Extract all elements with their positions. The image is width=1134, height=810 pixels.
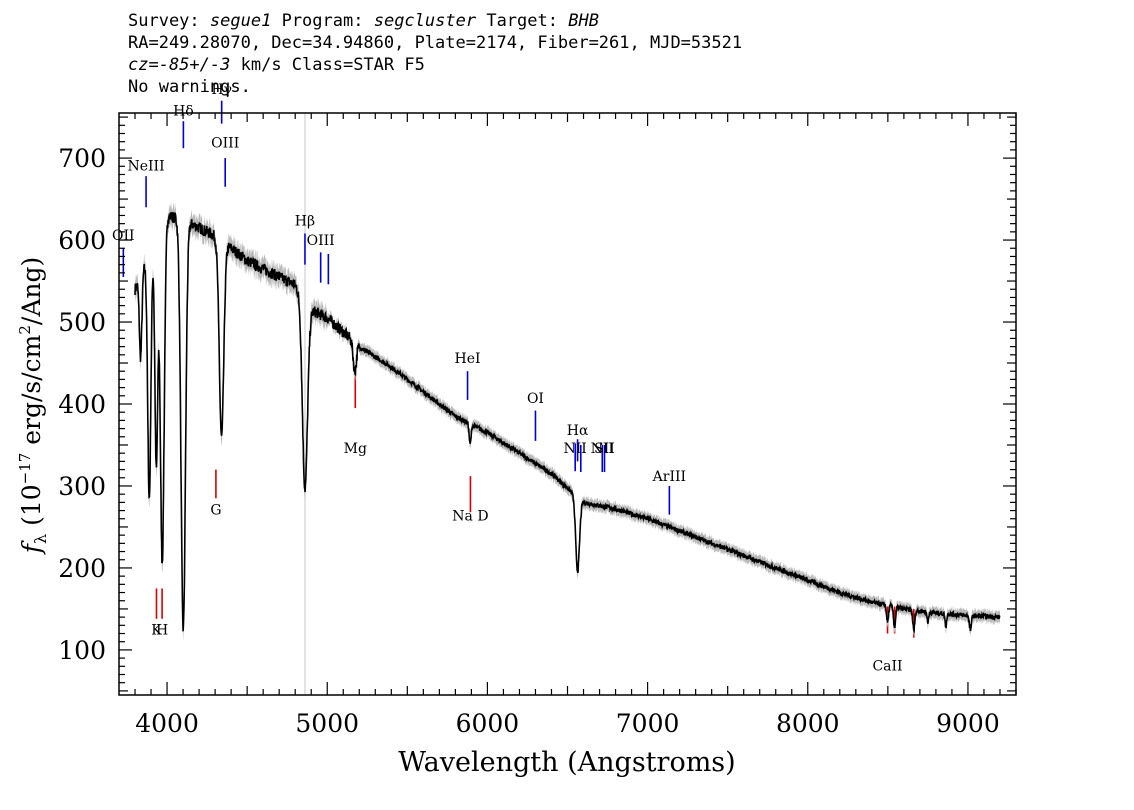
emission-line-label: SII (594, 441, 615, 457)
survey-value: segue1 (209, 11, 272, 31)
header-line-1: Survey: segue1 Program: segcluster Targe… (128, 11, 599, 31)
x-tick-label: 8000 (776, 709, 840, 738)
y-tick-label: 400 (58, 390, 106, 419)
x-tick-label: 5000 (295, 709, 359, 738)
emission-line-label: OIII (211, 135, 239, 151)
emission-line-label: Hδ (173, 103, 194, 119)
emission-line-label: OII (112, 228, 135, 244)
header-line-2: RA=249.28070, Dec=34.94860, Plate=2174, … (128, 33, 743, 53)
y-tick-label: 200 (58, 554, 106, 583)
x-axis-label: Wavelength (Angstroms) (398, 747, 735, 778)
spectrum-layer (134, 202, 1001, 642)
spectrum-header: Survey: segue1 Program: segcluster Targe… (128, 10, 742, 98)
target-value: BHB (568, 11, 599, 31)
emission-line-label: Hγ (211, 82, 232, 98)
spectrum-line (134, 212, 1001, 634)
emission-line-label: Hα (567, 423, 589, 439)
x-tick-label: 6000 (456, 709, 520, 738)
y-tick-label: 700 (58, 144, 106, 173)
emission-line-label: OI (527, 391, 544, 407)
emission-line-label: NII (564, 441, 587, 457)
emission-line-label: Hβ (295, 213, 315, 229)
absorption-line-label: K (151, 622, 162, 638)
x-tick-label: 4000 (135, 709, 199, 738)
y-tick-label: 500 (58, 308, 106, 337)
tick-layer: 4000 5000 6000 7000 8000 9000 100 200 300 400 500 6… (58, 113, 1017, 738)
absorption-line-label: Mg (344, 441, 367, 457)
program-value: segcluster (373, 11, 477, 31)
header-line-4: No warnings. (128, 77, 251, 97)
y-tick-label: 600 (58, 226, 106, 255)
emission-line-label: OIII (307, 233, 335, 249)
emission-line-label: NeIII (127, 158, 164, 174)
emission-line-label: ArIII (652, 469, 686, 485)
cz-value: -85+/-3 (158, 55, 231, 75)
absorption-line-label: CaII (872, 658, 902, 674)
absorption-line-label: H (156, 622, 168, 638)
emission-line-label: NII (591, 441, 614, 457)
header-line-3: cz=-85+/-3 km/s Class=STAR F5 (128, 55, 425, 75)
y-axis-label: fλ (10−17 erg/s/cm2/Ang) (16, 257, 50, 556)
absorption-line-label: G (210, 503, 221, 519)
x-tick-label: 7000 (616, 709, 680, 738)
x-tick-label: 9000 (936, 709, 1000, 738)
y-tick-label: 300 (58, 472, 106, 501)
absorption-line-label: Na D (452, 508, 488, 524)
line-label-layer: OIINeIIIHδHγOIIIHβOIIIHeIOINIIHαNIISIIAr… (112, 82, 915, 674)
y-tick-label: 100 (58, 636, 106, 665)
emission-line-label: HeI (455, 351, 481, 367)
